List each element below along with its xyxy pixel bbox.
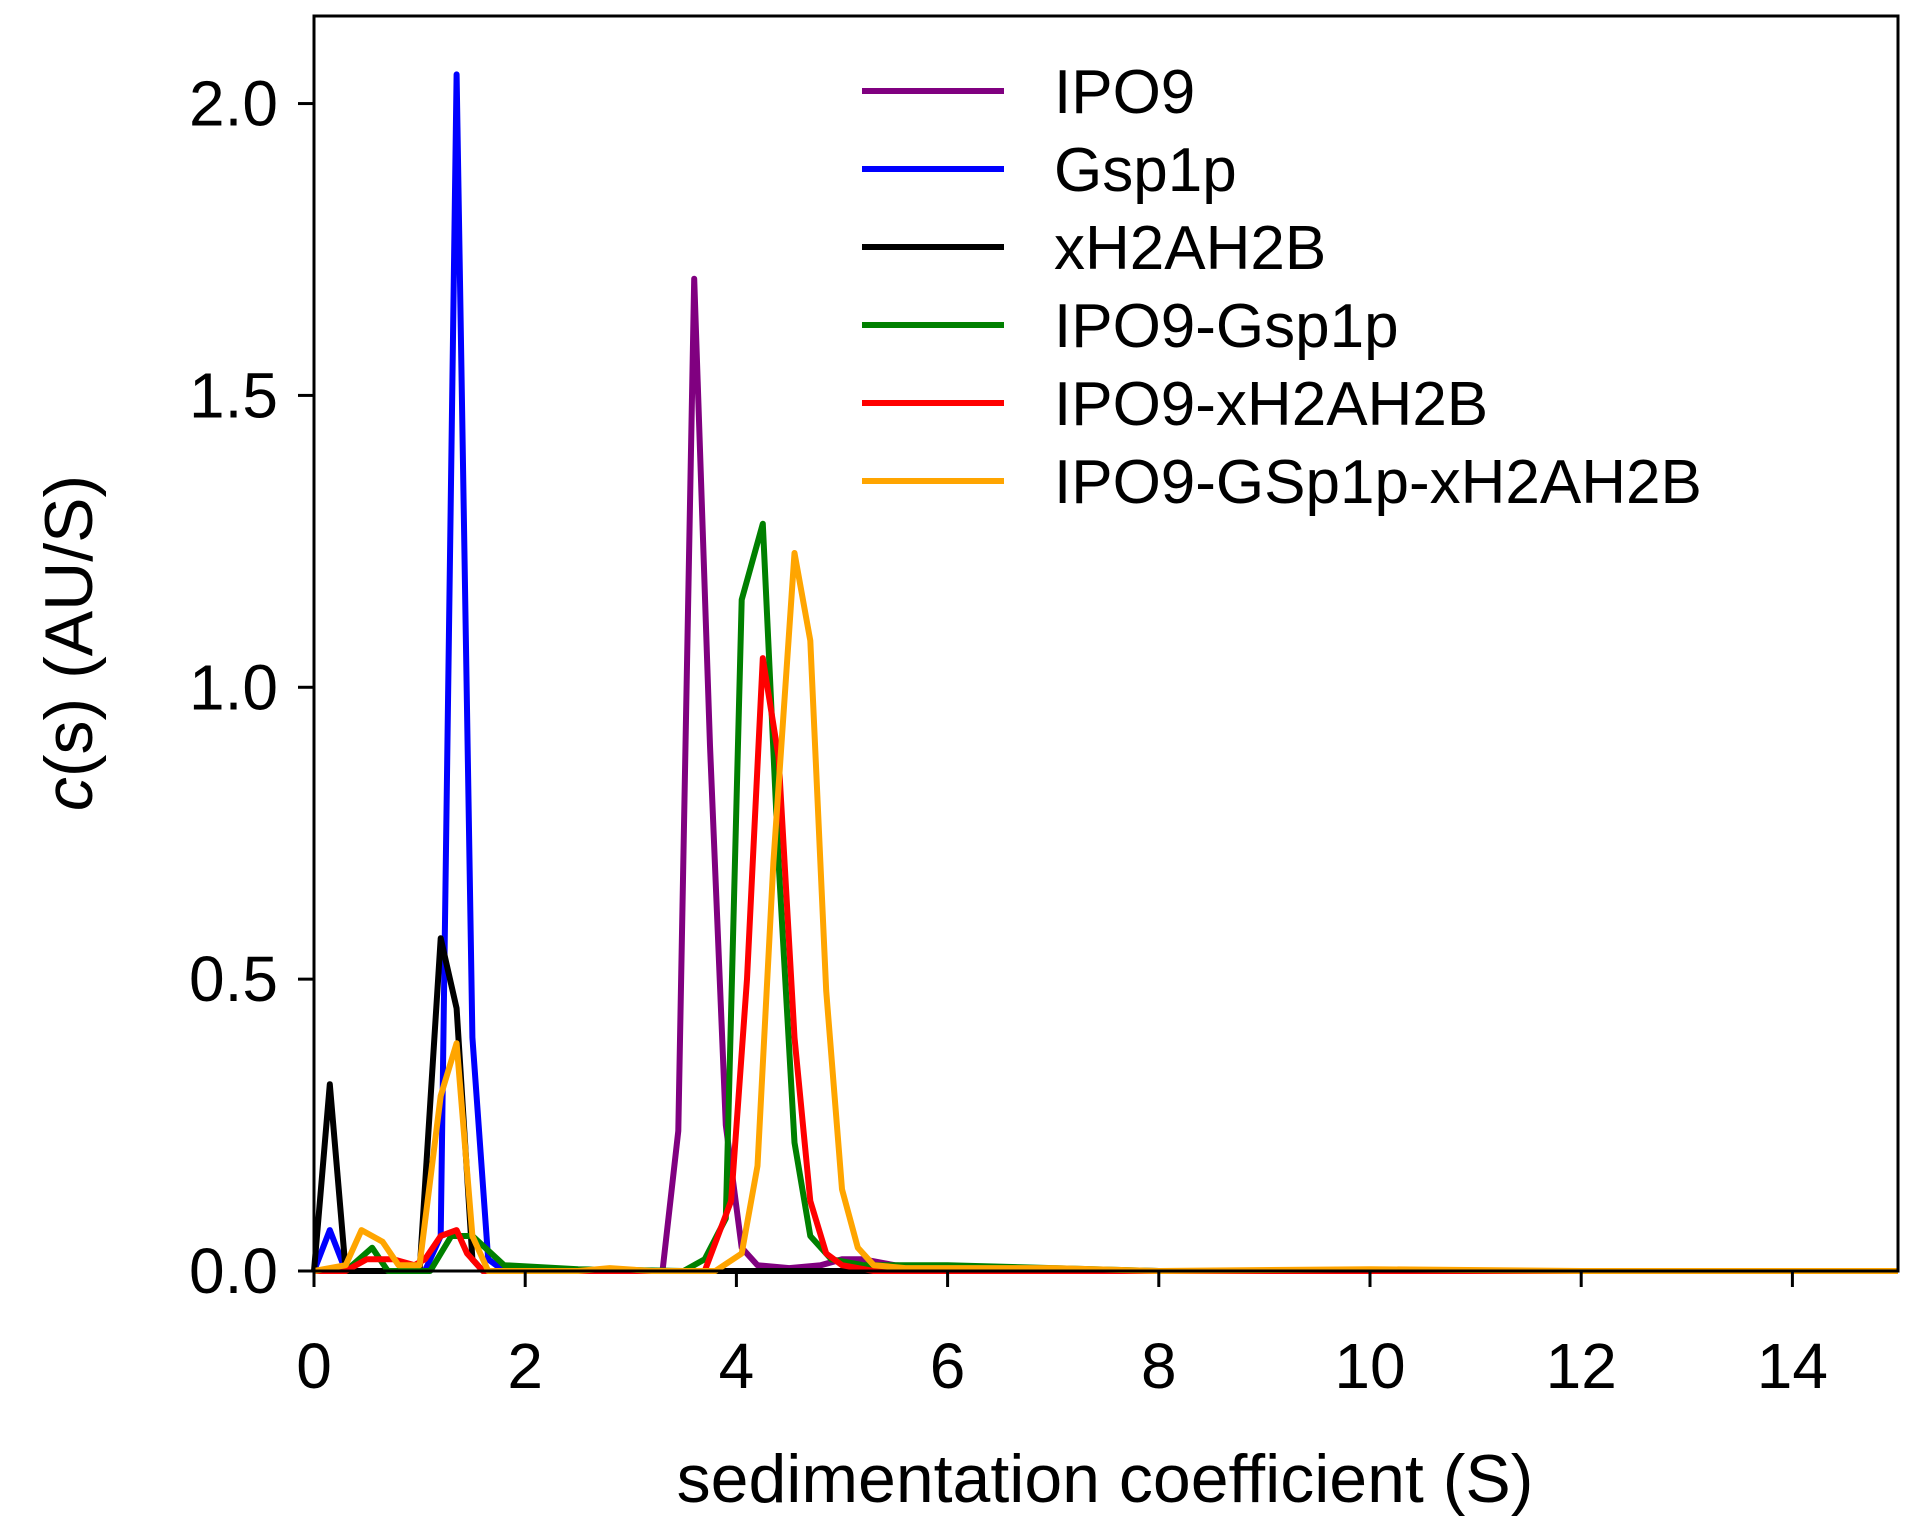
- x-tick-label: 6: [930, 1330, 966, 1402]
- y-axis-label-italic: c: [31, 777, 107, 811]
- y-axis-label: c(s) (AU/S): [31, 475, 107, 811]
- y-tick-label: 0.5: [189, 943, 278, 1015]
- legend-label-2: xH2AH2B: [1054, 214, 1326, 283]
- plot-frame: [312, 14, 1900, 1273]
- x-tick-label: 10: [1334, 1330, 1405, 1402]
- x-tick-label: 0: [296, 1330, 332, 1402]
- legend-label-5: IPO9-GSp1p-xH2AH2B: [1054, 448, 1702, 517]
- y-tick-label: 1.5: [189, 359, 278, 431]
- series-line-1: [311, 71, 1898, 1274]
- y-tick-label: 2.0: [189, 68, 278, 140]
- y-axis-ticks: 0.0 0.5 1.0 1.5 2.0: [189, 68, 314, 1307]
- legend-label-0: IPO9: [1054, 58, 1195, 127]
- x-tick-label: 8: [1141, 1330, 1177, 1402]
- series-line-4: [314, 655, 1898, 1274]
- y-tick-label: 0.0: [189, 1235, 278, 1307]
- legend: IPO9 Gsp1p xH2AH2B IPO9-Gsp1p IPO9-xH2AH2B IP…: [862, 58, 1702, 517]
- y-axis-label-rest: (s) (AU/S): [31, 475, 107, 777]
- x-axis-label: sedimentation coefficient (S): [677, 1441, 1534, 1517]
- x-tick-label: 12: [1546, 1330, 1617, 1402]
- series-line-5: [313, 550, 1898, 1274]
- y-tick-label: 1.0: [189, 651, 278, 723]
- legend-label-1: Gsp1p: [1054, 136, 1237, 205]
- x-tick-label: 2: [507, 1330, 543, 1402]
- x-tick-label: 4: [719, 1330, 755, 1402]
- x-axis-ticks: 0 2 4 6 8 10 12 14: [296, 1271, 1828, 1402]
- series-line-2: [311, 935, 1898, 1274]
- x-tick-label: 14: [1757, 1330, 1828, 1402]
- legend-label-4: IPO9-xH2AH2B: [1054, 370, 1488, 439]
- legend-label-3: IPO9-Gsp1p: [1054, 292, 1399, 361]
- series-line-3: [314, 520, 1898, 1274]
